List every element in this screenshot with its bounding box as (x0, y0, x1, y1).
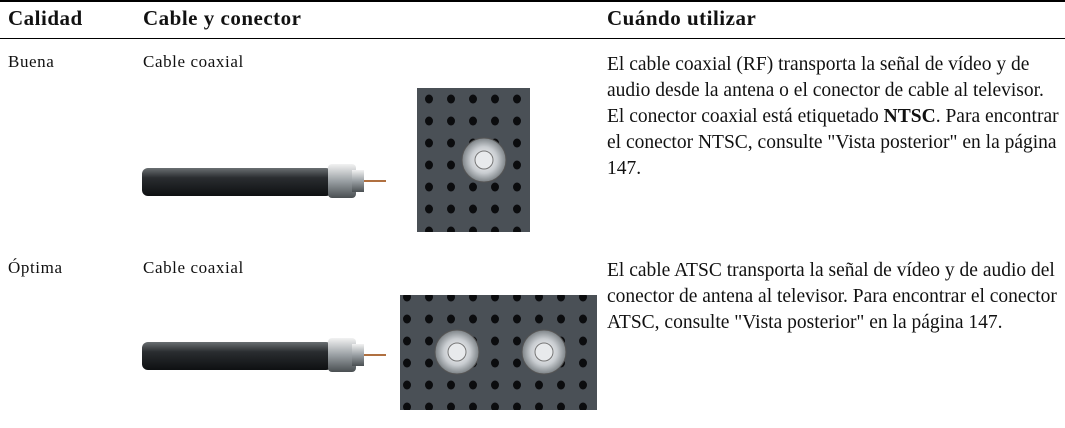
text: . Para encontrar el conector NTSC, consu… (607, 106, 1059, 179)
connector-image (417, 88, 530, 232)
text-bold: NTSC (883, 106, 936, 127)
connector-image (400, 295, 597, 410)
header-rule (0, 38, 1065, 39)
cable-image (142, 338, 386, 372)
cable-image (142, 164, 386, 198)
header-usage: Cuándo utilizar (607, 6, 757, 30)
quality: Óptima (8, 258, 63, 277)
top-rule (0, 0, 1065, 2)
text: El cable ATSC transporta la señal de víd… (607, 260, 1057, 333)
cable: Cable coaxial (143, 52, 244, 71)
header-cable: Cable y conector (143, 6, 302, 30)
cable: Cable coaxial (143, 258, 244, 277)
header-quality: Calidad (8, 6, 83, 30)
description: El cable ATSC transporta la señal de víd… (607, 258, 1062, 336)
description: El cable coaxial (RF) transporta la seña… (607, 52, 1062, 182)
text: El cable coaxial (RF) transporta la seña… (607, 54, 1044, 127)
quality: Buena (8, 52, 55, 71)
